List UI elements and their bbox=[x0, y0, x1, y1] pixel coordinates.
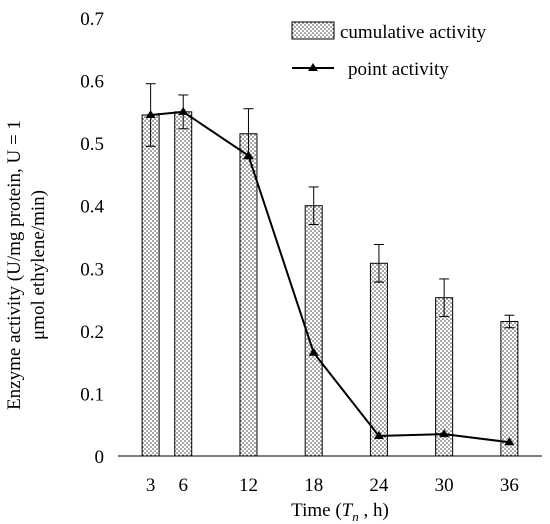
y-tick-label: 0.7 bbox=[80, 9, 104, 30]
x-tick-label: 6 bbox=[178, 475, 188, 496]
plot-area: 00.10.20.30.40.50.60.73 6 12 18 24 30 36 bbox=[80, 9, 542, 496]
y-tick-label: 0.1 bbox=[80, 384, 104, 405]
bar-cumulative bbox=[141, 114, 160, 457]
x-tick-label: 3 bbox=[146, 475, 156, 496]
marker-point-activity bbox=[178, 106, 189, 115]
marker-point-activity bbox=[373, 430, 384, 439]
y-axis-title: Enzyme activity (U/mg protein, U = 1 μmo… bbox=[4, 120, 49, 410]
bar-cumulative bbox=[500, 320, 519, 457]
y-tick-label: 0.5 bbox=[80, 134, 104, 155]
marker-point-activity bbox=[243, 150, 254, 159]
bar-cumulative bbox=[239, 133, 258, 457]
x-tick-label: 30 bbox=[435, 475, 454, 496]
legend-marker-point bbox=[308, 63, 318, 71]
y-tick-label: 0.3 bbox=[80, 259, 104, 280]
legend: cumulative activity point activity bbox=[291, 21, 487, 80]
bar-cumulative bbox=[174, 111, 193, 457]
x-axis-title-symbol: T bbox=[342, 500, 354, 521]
x-tick-label: 12 bbox=[239, 475, 258, 496]
marker-point-activity bbox=[145, 109, 156, 118]
legend-label-point: point activity bbox=[348, 59, 449, 80]
y-tick-label: 0 bbox=[95, 447, 105, 468]
y-tick-label: 0.6 bbox=[80, 72, 104, 93]
y-tick-label: 0.4 bbox=[80, 197, 104, 218]
y-axis-title-line-1: Enzyme activity (U/mg protein, U = 1 bbox=[4, 120, 25, 410]
y-tick-label: 0.2 bbox=[80, 322, 104, 343]
x-axis-title-prefix: Time ( bbox=[291, 500, 342, 521]
x-axis-title: Time (Tn , h) bbox=[291, 500, 389, 524]
legend-swatch-cumulative bbox=[291, 21, 335, 40]
marker-point-activity bbox=[504, 437, 515, 446]
x-tick-label: 36 bbox=[500, 475, 519, 496]
legend-label-cumulative: cumulative activity bbox=[340, 22, 487, 43]
x-tick-label: 24 bbox=[369, 475, 389, 496]
marker-point-activity bbox=[439, 429, 450, 438]
marker-point-activity bbox=[308, 347, 319, 356]
bar-cumulative bbox=[304, 205, 323, 457]
x-tick-label: 18 bbox=[304, 475, 323, 496]
y-axis-title-line-2: μmol ethylene/min) bbox=[28, 190, 49, 340]
line-point-activity bbox=[150, 110, 510, 444]
x-axis-title-suffix: , h) bbox=[359, 500, 389, 521]
x-axis-title-subscript: n bbox=[352, 509, 359, 524]
